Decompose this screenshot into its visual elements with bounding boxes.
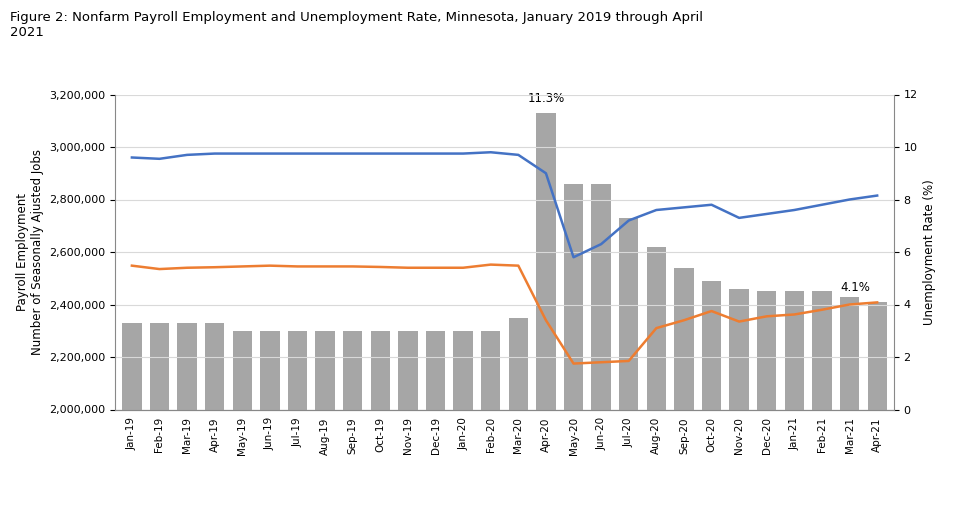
Bar [205, 323, 224, 410]
Bar [398, 331, 418, 410]
Bar [868, 302, 887, 410]
Bar [343, 331, 362, 410]
Y-axis label: Payroll Employment
Number of Seasonally Ajusted Jobs: Payroll Employment Number of Seasonally … [15, 149, 44, 355]
Text: 11.3%: 11.3% [528, 92, 564, 105]
Bar [619, 218, 638, 410]
Bar [371, 331, 390, 410]
Bar [812, 291, 831, 410]
Y-axis label: Unemployment Rate (%): Unemployment Rate (%) [924, 179, 936, 325]
Bar [702, 281, 721, 410]
Bar [454, 331, 473, 410]
Text: Figure 2: Nonfarm Payroll Employment and Unemployment Rate, Minnesota, January 2: Figure 2: Nonfarm Payroll Employment and… [10, 10, 702, 38]
Bar [426, 331, 445, 410]
Bar [260, 331, 280, 410]
Bar [178, 323, 197, 410]
Bar [757, 291, 776, 410]
Bar [591, 184, 611, 410]
Bar [536, 113, 555, 410]
Text: 4.1%: 4.1% [840, 281, 870, 294]
Bar [481, 331, 501, 410]
Bar [288, 331, 308, 410]
Bar [785, 291, 804, 410]
Bar [840, 297, 859, 410]
Bar [315, 331, 334, 410]
Bar [647, 247, 666, 410]
Bar [564, 184, 583, 410]
Bar [150, 323, 169, 410]
Bar [233, 331, 252, 410]
Bar [729, 289, 749, 410]
Bar [508, 318, 528, 410]
Bar [122, 323, 141, 410]
Bar [675, 268, 694, 410]
